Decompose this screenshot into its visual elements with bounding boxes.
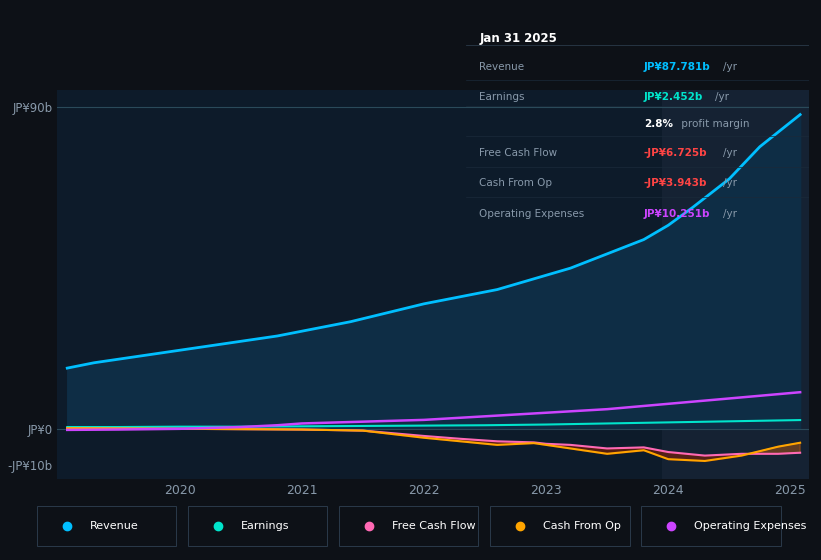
- Text: Free Cash Flow: Free Cash Flow: [479, 148, 557, 158]
- Text: Revenue: Revenue: [89, 521, 138, 531]
- Bar: [339, 506, 479, 546]
- Text: Operating Expenses: Operating Expenses: [479, 209, 585, 219]
- Text: /yr: /yr: [722, 209, 737, 219]
- Text: /yr: /yr: [722, 148, 737, 158]
- Text: Revenue: Revenue: [479, 62, 525, 72]
- Text: /yr: /yr: [722, 178, 737, 188]
- Text: JP¥2.452b: JP¥2.452b: [644, 92, 704, 102]
- Text: Jan 31 2025: Jan 31 2025: [479, 32, 557, 45]
- Text: JP¥87.781b: JP¥87.781b: [644, 62, 711, 72]
- Text: Earnings: Earnings: [241, 521, 289, 531]
- Text: JP¥10.251b: JP¥10.251b: [644, 209, 710, 219]
- Text: Free Cash Flow: Free Cash Flow: [392, 521, 475, 531]
- Bar: [662, 90, 809, 479]
- Text: -JP¥6.725b: -JP¥6.725b: [644, 148, 708, 158]
- Bar: [37, 506, 177, 546]
- Text: Operating Expenses: Operating Expenses: [694, 521, 806, 531]
- Text: /yr: /yr: [722, 62, 737, 72]
- Text: profit margin: profit margin: [677, 119, 749, 129]
- Text: Cash From Op: Cash From Op: [479, 178, 553, 188]
- Bar: [490, 506, 630, 546]
- Text: Earnings: Earnings: [479, 92, 525, 102]
- Text: Cash From Op: Cash From Op: [543, 521, 621, 531]
- Text: /yr: /yr: [715, 92, 729, 102]
- Text: 2.8%: 2.8%: [644, 119, 673, 129]
- Bar: [188, 506, 328, 546]
- Text: -JP¥3.943b: -JP¥3.943b: [644, 178, 708, 188]
- Bar: [641, 506, 781, 546]
